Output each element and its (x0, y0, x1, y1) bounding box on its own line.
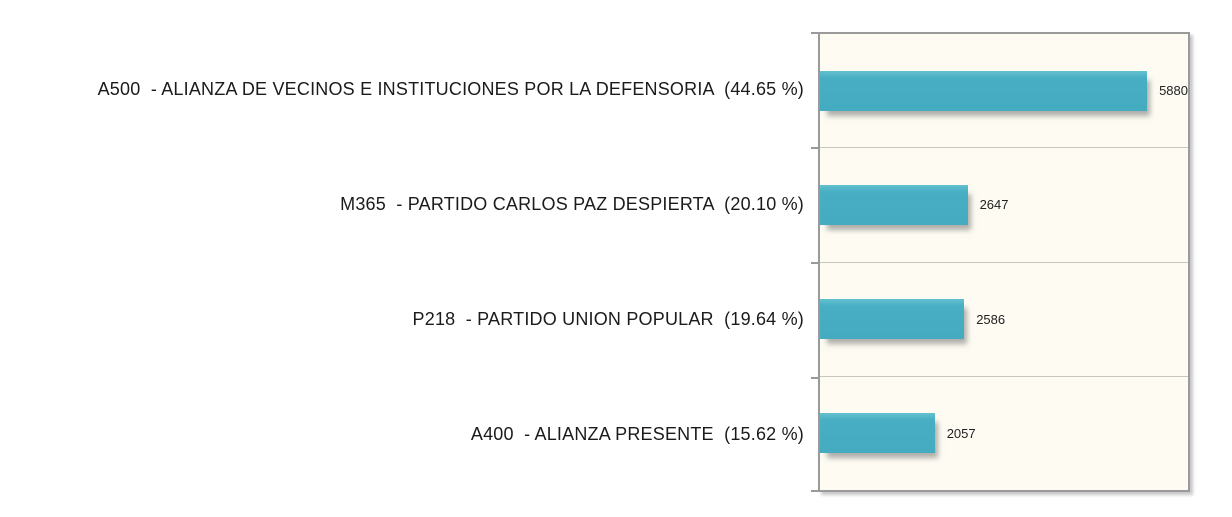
bar-label: A500 - ALIANZA DE VECINOS E INSTITUCIONE… (97, 79, 804, 99)
label-row: A500 - ALIANZA DE VECINOS E INSTITUCIONE… (0, 32, 818, 147)
label-row: A400 - ALIANZA PRESENTE (15.62 %) (0, 377, 818, 492)
axis-tick (811, 147, 820, 149)
bar (820, 70, 1148, 111)
bar-value-label: 2647 (979, 197, 1009, 213)
label-row: P218 - PARTIDO UNION POPULAR (19.64 %) (0, 262, 818, 377)
bar-label: A400 - ALIANZA PRESENTE (15.62 %) (470, 424, 804, 444)
bar (820, 413, 935, 454)
axis-tick (811, 262, 820, 264)
bar (820, 299, 965, 340)
bar-value-label: 5880 (1159, 83, 1188, 99)
bar-label: P218 - PARTIDO UNION POPULAR (19.64 %) (412, 309, 804, 329)
bar-row: 2586 (820, 263, 1188, 377)
axis-tick (811, 377, 820, 379)
bar-row: 2057 (820, 377, 1188, 490)
axis-tick (811, 32, 820, 34)
bar-row: 5880 (820, 34, 1188, 149)
axis-tick (811, 490, 820, 492)
bar-row: 2647 (820, 148, 1188, 263)
category-labels-column: A500 - ALIANZA DE VECINOS E INSTITUCIONE… (0, 32, 818, 492)
bar (820, 184, 968, 225)
bar-value-label: 2586 (976, 311, 1006, 327)
bar-value-label: 2057 (946, 425, 976, 441)
bar-label: M365 - PARTIDO CARLOS PAZ DESPIERTA (20.… (340, 194, 804, 214)
label-row: M365 - PARTIDO CARLOS PAZ DESPIERTA (20.… (0, 147, 818, 262)
plot-area: 5880 2647 2586 2057 (811, 32, 1190, 492)
plot-rows: 5880 2647 2586 2057 (820, 34, 1188, 490)
